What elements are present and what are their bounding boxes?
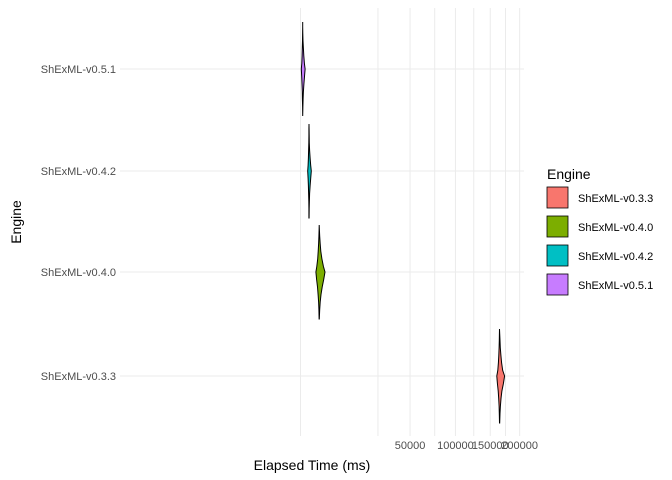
legend-label: ShExML-v0.5.1 — [578, 280, 653, 292]
legend-title: Engine — [547, 166, 591, 182]
violins — [300, 22, 506, 424]
legend-label: ShExML-v0.4.2 — [578, 251, 653, 263]
y-axis-ticks: ShExML-v0.3.3 ShExML-v0.4.0 ShExML-v0.4.2 S… — [41, 64, 116, 383]
legend-label: ShExML-v0.4.0 — [578, 222, 653, 234]
violin-shexml-v0-4-0 — [315, 224, 326, 320]
legend-label: ShExML-v0.3.3 — [578, 193, 653, 205]
legend-swatch — [546, 273, 569, 296]
legend-swatch — [546, 244, 569, 267]
violin-shexml-v0-5-1 — [300, 22, 306, 117]
legend-swatch — [546, 186, 569, 209]
x-tick-label: 100000 — [437, 440, 474, 452]
x-axis-title: Elapsed Time (ms) — [254, 457, 371, 473]
grid — [120, 8, 524, 436]
y-axis-title: Engine — [8, 200, 24, 244]
y-tick-label: ShExML-v0.3.3 — [41, 371, 116, 383]
x-tick-label: 50000 — [395, 440, 426, 452]
violin-shexml-v0-4-2 — [307, 123, 312, 219]
y-tick-label: ShExML-v0.4.2 — [41, 166, 116, 178]
y-tick-label: ShExML-v0.4.0 — [41, 267, 116, 279]
x-tick-label: 150000 — [472, 440, 509, 452]
legend-swatch — [546, 215, 569, 238]
legend: Engine ShExML-v0.3.3 ShExML-v0.4.0 ShExML-… — [546, 166, 653, 296]
x-tick-label: 200000 — [501, 440, 538, 452]
violin-shexml-v0-3-3 — [496, 328, 506, 424]
y-tick-label: ShExML-v0.5.1 — [41, 64, 116, 76]
